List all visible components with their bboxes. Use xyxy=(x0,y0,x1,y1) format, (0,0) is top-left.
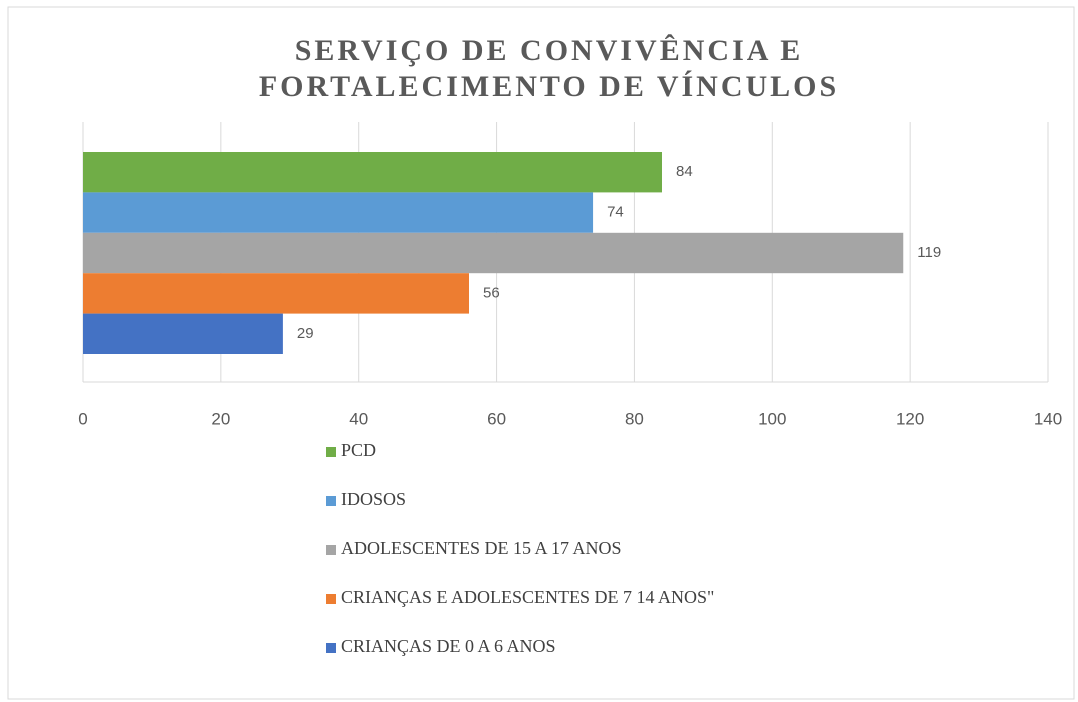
legend-swatch xyxy=(326,545,336,555)
bar xyxy=(83,313,283,354)
x-tick-label: 40 xyxy=(349,409,368,428)
x-tick-label: 20 xyxy=(211,409,230,428)
bar xyxy=(83,273,469,314)
data-label: 29 xyxy=(297,325,314,342)
data-label: 74 xyxy=(607,204,624,221)
legend-label: PCD xyxy=(341,440,376,460)
bar xyxy=(83,152,662,193)
data-label: 84 xyxy=(676,163,693,180)
x-tick-label: 80 xyxy=(625,409,644,428)
legend-label: CRIANÇAS DE 0 A 6 ANOS xyxy=(341,636,556,656)
bar xyxy=(83,192,594,233)
legend-swatch xyxy=(326,594,336,604)
legend-label: ADOLESCENTES DE 15 A 17 ANOS xyxy=(341,538,622,558)
data-label: 56 xyxy=(483,284,500,301)
legend-label: IDOSOS xyxy=(341,489,406,509)
bar xyxy=(83,232,904,274)
x-tick-label: 100 xyxy=(758,409,786,428)
x-tick-label: 120 xyxy=(896,409,924,428)
x-tick-label: 60 xyxy=(487,409,506,428)
legend-swatch xyxy=(326,496,336,506)
legend-swatch xyxy=(326,447,336,457)
legend-swatch xyxy=(326,643,336,653)
x-tick-label: 0 xyxy=(78,409,87,428)
legend-label: CRIANÇAS E ADOLESCENTES DE 7 14 ANOS" xyxy=(341,587,714,607)
data-label: 119 xyxy=(917,244,941,261)
x-tick-label: 140 xyxy=(1034,409,1062,428)
chart-title: SERVIÇO DE CONVIVÊNCIA E FORTALECIMENTO … xyxy=(258,34,840,103)
